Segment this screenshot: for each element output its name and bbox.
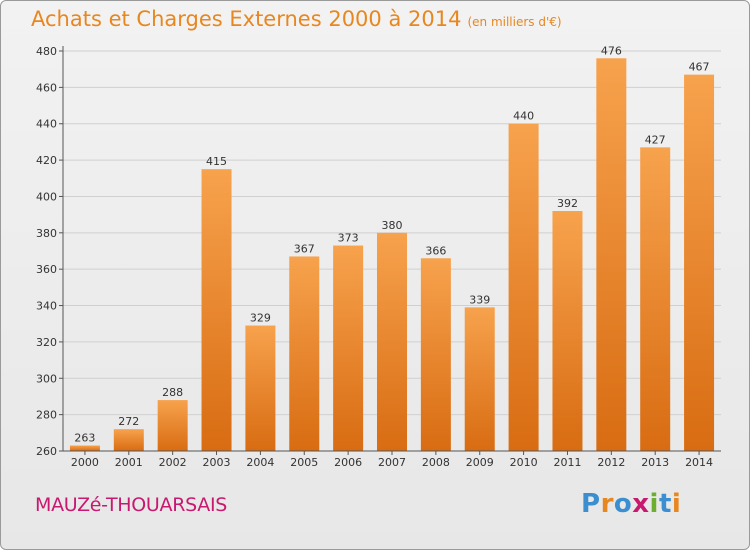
bar-2002 <box>157 400 188 451</box>
x-tick-label: 2007 <box>378 456 406 469</box>
data-label-2013: 427 <box>645 133 666 146</box>
axes: 260 280 300 320 340 360 380 400 420 440 460 480 2000… <box>36 45 721 469</box>
y-tick-label: 400 <box>36 190 57 203</box>
x-tick-label: 2013 <box>641 456 669 469</box>
logo-letter: P <box>581 489 601 519</box>
logo-letter: i <box>649 489 659 519</box>
bar-2004 <box>245 325 276 451</box>
y-tick-label: 320 <box>36 336 57 349</box>
logo-letter: i <box>671 489 682 519</box>
bar-2001 <box>113 429 144 451</box>
data-label-2011: 392 <box>557 197 578 210</box>
bar-2014 <box>684 74 715 452</box>
data-label-2010: 440 <box>513 110 534 123</box>
y-tick-label: 420 <box>36 154 57 167</box>
chart-title: Achats et Charges Externes 2000 à 2014 (e… <box>31 7 562 31</box>
bar-2006 <box>333 245 364 451</box>
y-tick-label: 340 <box>36 300 57 313</box>
bars: 263 272 288 415 329 367 373 380 366 339 440 392 476 4… <box>69 44 715 452</box>
y-tick-label: 480 <box>36 45 57 58</box>
bar-2010 <box>508 123 539 452</box>
x-tick-label: 2004 <box>246 456 274 469</box>
logo-letter: t <box>658 489 672 519</box>
data-label-2003: 415 <box>206 155 227 168</box>
x-tick-label: 2001 <box>115 456 143 469</box>
y-tick-label: 380 <box>36 227 57 240</box>
data-label-2001: 272 <box>118 415 139 428</box>
x-tick-label: 2009 <box>466 456 494 469</box>
bar-2000 <box>69 445 100 451</box>
y-tick-label: 360 <box>36 263 57 276</box>
data-label-2000: 263 <box>74 432 95 445</box>
bar-2013 <box>640 147 671 451</box>
x-tick-label: 2014 <box>685 456 713 469</box>
bar-2003 <box>201 169 232 451</box>
unit-text: (en milliers d'€) <box>467 15 562 29</box>
logo-letter: x <box>632 489 650 519</box>
bar-2007 <box>377 232 407 451</box>
logo-letter: o <box>613 489 633 519</box>
y-tick-label: 460 <box>36 81 57 94</box>
y-tick-label: 440 <box>36 118 57 131</box>
data-label-2004: 329 <box>250 312 271 325</box>
bar-2009 <box>464 307 495 451</box>
logo-letter: r <box>600 489 614 519</box>
x-tick-label: 2010 <box>510 456 538 469</box>
x-tick-label: 2012 <box>597 456 625 469</box>
x-tick-label: 2011 <box>553 456 581 469</box>
bar-2011 <box>552 211 583 451</box>
data-label-2005: 367 <box>294 242 315 255</box>
y-tick-label: 300 <box>36 372 57 385</box>
x-tick-label: 2005 <box>290 456 318 469</box>
commune-name: MAUZé-THOUARSAIS <box>35 494 228 516</box>
x-tick-label: 2002 <box>159 456 187 469</box>
data-label-2006: 373 <box>338 232 359 245</box>
bar-2005 <box>289 256 320 451</box>
data-label-2002: 288 <box>162 386 183 399</box>
y-tick-label: 280 <box>36 409 57 422</box>
data-label-2014: 467 <box>689 61 710 74</box>
x-tick-label: 2003 <box>203 456 231 469</box>
proxiti-logo[interactable]: Proxiti <box>581 489 681 519</box>
data-label-2012: 476 <box>601 44 622 57</box>
x-tick-label: 2006 <box>334 456 362 469</box>
x-tick-label: 2008 <box>422 456 450 469</box>
title-text: Achats et Charges Externes 2000 à 2014 <box>31 7 462 31</box>
x-tick-label: 2000 <box>71 456 99 469</box>
bar-2008 <box>420 258 451 451</box>
data-label-2008: 366 <box>425 244 446 257</box>
data-label-2009: 339 <box>469 293 490 306</box>
data-label-2007: 380 <box>382 219 403 232</box>
bar-2012 <box>596 58 627 451</box>
y-tick-label: 260 <box>36 445 57 458</box>
